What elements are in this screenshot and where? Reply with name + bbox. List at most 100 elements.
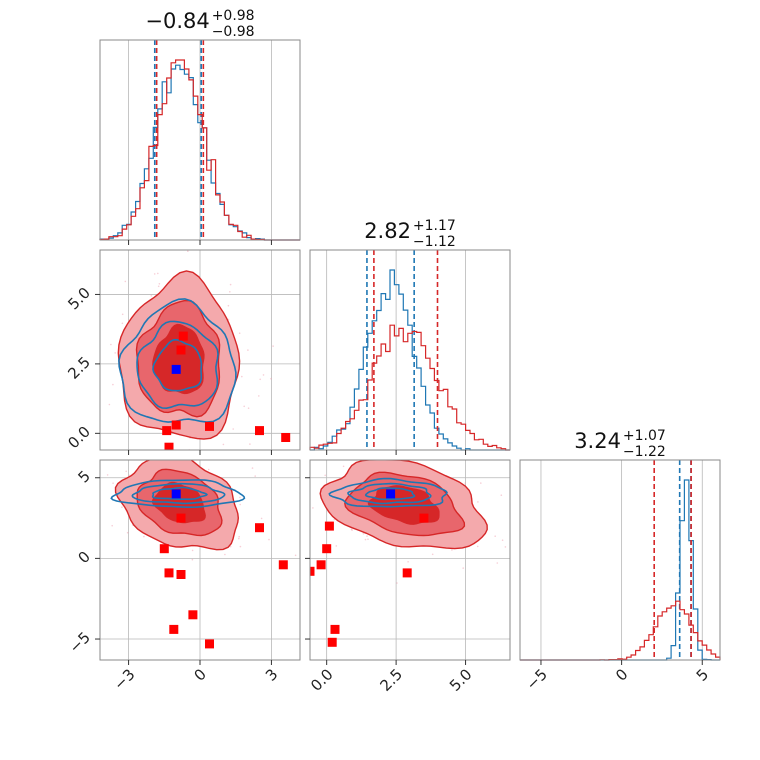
pair-p1-p2-scatter-pt xyxy=(187,250,189,252)
pair-p2-p3-scatter-pt xyxy=(462,567,465,569)
pair-p1-p2-scatter-pt xyxy=(247,407,250,410)
pair-p1-p3-sample-marker-4 xyxy=(255,523,264,533)
pair-p1-p2-scatter-pt xyxy=(247,349,249,351)
pair-p1-p2-scatter-pt xyxy=(262,374,265,376)
pair-p1-p3-scatter-pt xyxy=(132,453,134,455)
pair-p1-p2-scatter-pt xyxy=(124,280,127,283)
pair-p1-p3-scatter-pt xyxy=(129,451,131,453)
pair-p2-p3-scatter-pt xyxy=(342,465,345,468)
pair-p1-p3-scatter-pt xyxy=(260,517,263,520)
pair-p1-p2-scatter-pt xyxy=(227,304,230,307)
pair-p1-p2-contour-a-2 xyxy=(152,338,203,392)
title-p2: 2.82 +1.17−1.12 xyxy=(364,218,456,250)
pair-p1-p2-scatter-pt xyxy=(229,283,232,286)
pair-p2-p3-sample-marker-3 xyxy=(316,560,326,570)
pair-p1-p2-scatter-pt xyxy=(249,443,251,445)
xtick-label-p1-2: 3 xyxy=(262,665,281,684)
pair-p1-p2-contour-a-0 xyxy=(118,298,237,423)
xtick-label-p2-1: 2.5 xyxy=(377,665,407,695)
pair-p2-p3-scatter-pt xyxy=(431,553,434,556)
pair-p2-p3-scatter-pt xyxy=(494,535,497,537)
marginal-p2-background xyxy=(310,250,510,450)
pair-p1-p2-sample-marker-4 xyxy=(162,426,172,436)
marginal-p2-hist-run_b xyxy=(309,324,510,451)
pair-p1-p3-scatter-pt xyxy=(126,531,129,534)
pair-p2-p3-contour-a-2 xyxy=(364,487,416,501)
pair-p1-p2-scatter-pt xyxy=(259,378,262,381)
pair-p2-p3-scatter-pt xyxy=(351,529,353,531)
pair-p1-p3-scatter-pt xyxy=(294,554,297,557)
pair-p1-p3-sample-marker-6 xyxy=(188,610,198,620)
pair-p1-p2-scatter-pt xyxy=(108,403,111,406)
ytick-label-p2-2: 5.0 xyxy=(64,284,94,314)
title-median-p2: 2.82 xyxy=(364,219,411,243)
marginal-p1-axes xyxy=(100,40,300,240)
pair-p1-p2-scatter-pt xyxy=(97,361,99,363)
pair-p1-p3-scatter-pt xyxy=(191,558,194,561)
xtick-label-p2-2: 5.0 xyxy=(446,665,476,695)
marginal-p2-frame-group xyxy=(309,249,511,455)
pair-p1-p3-scatter-pt xyxy=(105,453,107,455)
pair-p1-p2-plot xyxy=(84,250,291,450)
title-minus-p1: −0.98 xyxy=(212,24,255,40)
ytick-label-p3-1: 0 xyxy=(75,548,94,567)
pair-p2-p3-scatter-pt xyxy=(367,538,369,540)
title-p3: 3.24 +1.07−1.22 xyxy=(574,428,666,460)
pair-p1-p2-scatter-pt xyxy=(112,383,114,386)
pair-p1-p2-sample-marker-0 xyxy=(178,331,188,341)
pair-p2-p3-scatter-pt xyxy=(464,482,467,484)
pair-p1-p3-sample-marker-1 xyxy=(159,544,169,554)
pair-p1-p2-scatter-pt xyxy=(222,443,225,446)
pair-p1-p3-scatter-pt xyxy=(93,489,95,491)
ytick-label-p3-2: 5 xyxy=(75,467,94,486)
pair-p1-p3-scatter-pt xyxy=(224,553,226,556)
pair-p2-p3-scatter-pt xyxy=(362,533,365,535)
pair-p1-p3-truth-marker xyxy=(171,489,181,499)
pair-p2-p3-scatter-pt xyxy=(414,458,416,460)
pair-p1-p2-scatter-pt xyxy=(86,347,88,349)
pair-p2-p3-sample-marker-5 xyxy=(402,568,412,578)
pair-p2-p3-scatter-pt xyxy=(500,494,503,497)
pair-p1-p2-sample-marker-3 xyxy=(205,421,214,431)
pair-p2-p3-scatter-pt xyxy=(476,545,479,548)
pair-p2-p3-scatter-pt xyxy=(501,539,504,541)
pair-p1-p3-scatter-pt xyxy=(251,467,254,469)
ytick-label-p2-1: 2.5 xyxy=(64,353,94,383)
pair-p1-p3-sample-marker-2 xyxy=(164,568,174,578)
pair-p1-p2-scatter-pt xyxy=(121,322,124,325)
pair-p1-p3-scatter-pt xyxy=(112,482,114,485)
pair-p2-p3-scatter-pt xyxy=(386,454,388,456)
pair-p1-p3-scatter-pt xyxy=(239,503,241,506)
marginal-p3-axes xyxy=(520,460,720,660)
pair-p1-p2-scatter-pt xyxy=(84,353,86,355)
title-plus-p1: +0.98 xyxy=(212,8,255,24)
pair-p1-p3-scatter-pt xyxy=(229,545,232,548)
pair-p1-p2-scatter-pt xyxy=(157,272,159,275)
marginal-p2-plot xyxy=(309,250,510,451)
marginal-p2-axes xyxy=(310,250,510,450)
title-p1: −0.84 +0.98−0.98 xyxy=(145,8,254,40)
pair-p1-p2-scatter-pt xyxy=(110,343,112,346)
pair-p2-p3-contour-a-1 xyxy=(347,482,432,505)
marginal-p1-hist-run_b xyxy=(99,59,300,241)
ytick-label-p2-0: 0.0 xyxy=(64,423,94,453)
pair-p1-p3-scatter-pt xyxy=(94,457,96,459)
pair-p2-p3-frame xyxy=(309,459,511,661)
pair-p1-p3-scatter-pt xyxy=(191,549,194,552)
pair-p2-p3-scatter-pt xyxy=(480,482,482,484)
pair-p1-p3-scatter-pt xyxy=(239,496,241,499)
pair-p2-p3-scatter-pt xyxy=(335,545,338,547)
pair-p1-p3-scatter-pt xyxy=(239,545,242,548)
pair-p2-p3-sample-marker-7 xyxy=(330,624,340,634)
pair-p2-p3-scatter-pt xyxy=(510,509,512,511)
xtick-label-p1-1: 0 xyxy=(191,665,210,684)
pair-p1-p2-sample-marker-2 xyxy=(171,420,181,430)
pair-p1-p3-sample-marker-7 xyxy=(169,624,179,634)
pair-p1-p3-scatter-pt xyxy=(85,488,87,490)
pair-p1-p2-scatter-pt xyxy=(158,283,161,285)
pair-p2-p3-sample-marker-0 xyxy=(419,513,429,523)
marginal-p3-frame xyxy=(519,459,721,661)
pair-p2-p3-scatter-pt xyxy=(504,546,507,548)
pair-p1-p3-sample-marker-3 xyxy=(176,570,186,579)
